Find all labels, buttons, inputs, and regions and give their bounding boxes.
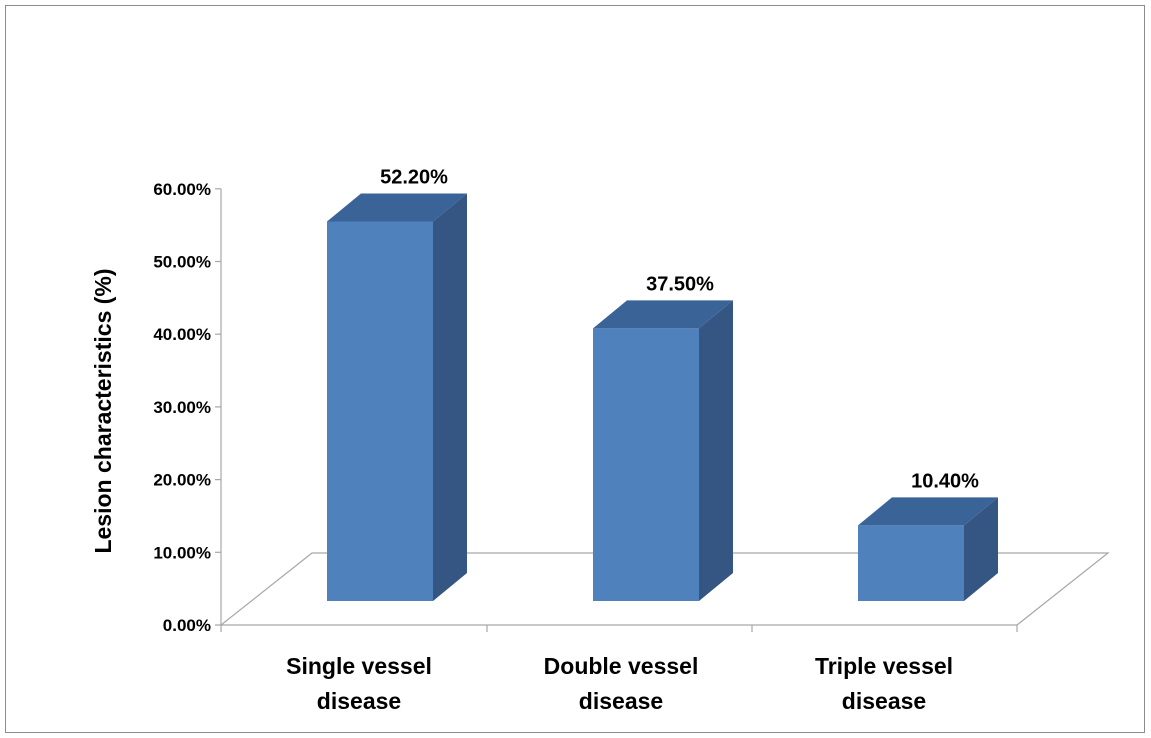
x-category-label: Double vessel disease xyxy=(544,653,699,714)
x-category-label: Single vessel disease xyxy=(286,653,432,714)
data-label: 10.40% xyxy=(911,470,979,492)
chart-frame xyxy=(5,5,1145,733)
bar-1[interactable] xyxy=(327,193,467,602)
bar-top-face xyxy=(593,300,733,329)
bar-front-face xyxy=(593,328,699,601)
y-tick-label: 30.00% xyxy=(153,398,211,417)
y-tick-label: 50.00% xyxy=(153,253,211,272)
y-axis-title: Lesion characteristics (%) xyxy=(90,268,116,553)
bar-top-face xyxy=(858,497,998,526)
bar-3[interactable] xyxy=(858,497,998,601)
bar-side-face xyxy=(433,193,467,602)
y-tick-label: 40.00% xyxy=(153,325,211,344)
data-label: 37.50% xyxy=(646,273,714,295)
bar-front-face xyxy=(327,221,433,602)
y-tick-label: 10.00% xyxy=(153,543,211,562)
bar-side-face xyxy=(964,497,998,601)
x-category-label: Triple vessel disease xyxy=(815,653,953,714)
bar-top-face xyxy=(327,193,467,222)
y-tick-label: 0.00% xyxy=(163,616,211,635)
y-tick-label: 60.00% xyxy=(153,180,211,199)
bar-front-face xyxy=(858,525,964,601)
bar-side-face xyxy=(699,300,733,601)
bar-2[interactable] xyxy=(593,300,733,601)
data-label: 52.20% xyxy=(380,167,448,189)
y-tick-label: 20.00% xyxy=(153,471,211,490)
